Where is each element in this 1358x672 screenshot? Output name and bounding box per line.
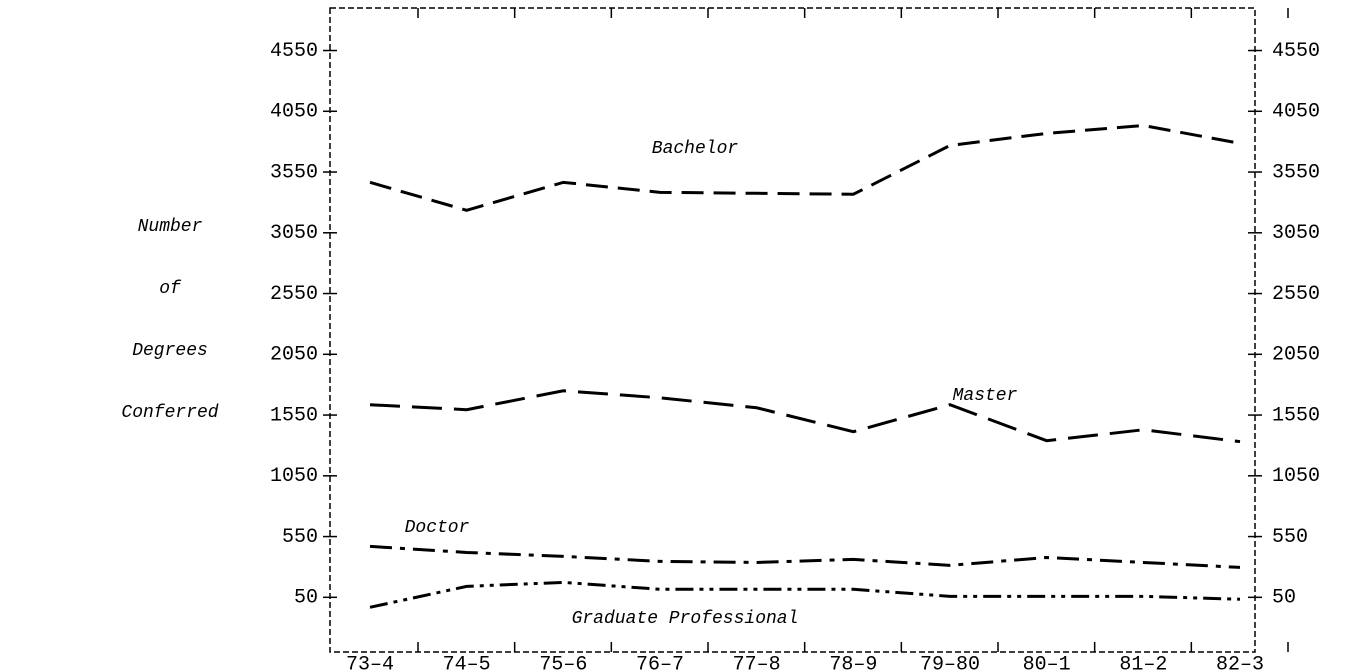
y-axis-label: Conferred [121, 403, 218, 423]
x-tick-label: 76–7 [636, 653, 684, 672]
y-tick-label: 50 [294, 587, 318, 610]
plot-frame [329, 7, 1256, 653]
series-line [369, 580, 1241, 609]
x-tick-label: 81–2 [1119, 653, 1167, 672]
y2-tick-label: 50 [1272, 587, 1296, 610]
series-line [369, 389, 1241, 444]
series-label: Master [953, 386, 1018, 406]
x-tick-label: 79–80 [920, 653, 980, 672]
y2-tick-label: 4050 [1272, 101, 1320, 124]
y-tick-label: 4550 [270, 40, 318, 63]
series-line [369, 123, 1241, 212]
y-tick-label: 1550 [270, 404, 318, 427]
y-axis-label: of [159, 279, 182, 299]
x-tick-label: 82–3 [1216, 653, 1264, 672]
x-tick-label: 73–4 [346, 653, 394, 672]
x-tick-label: 74–5 [443, 653, 491, 672]
y2-tick-label: 1550 [1272, 404, 1320, 427]
y-tick-label: 3550 [270, 161, 318, 184]
series-label: Bachelor [652, 139, 739, 159]
y2-tick-label: 3050 [1272, 222, 1320, 245]
series-label: Doctor [405, 518, 470, 538]
y-tick-label: 2550 [270, 283, 318, 306]
x-tick-label: 78–9 [829, 653, 877, 672]
series-label: Graduate Professional [572, 609, 799, 629]
x-tick-label: 77–8 [733, 653, 781, 672]
y2-tick-label: 4550 [1272, 40, 1320, 63]
y-tick-label: 550 [282, 526, 318, 549]
y-tick-label: 2050 [270, 344, 318, 367]
y-tick-label: 1050 [270, 465, 318, 488]
y-tick-label: 4050 [270, 101, 318, 124]
y2-tick-label: 2550 [1272, 283, 1320, 306]
y-tick-label: 3050 [270, 222, 318, 245]
x-tick-label: 80–1 [1023, 653, 1071, 672]
y-axis-label: Degrees [132, 341, 208, 361]
series-line [369, 544, 1241, 569]
y2-tick-label: 2050 [1272, 344, 1320, 367]
y2-tick-label: 3550 [1272, 161, 1320, 184]
x-tick-label: 75–6 [539, 653, 587, 672]
y2-tick-label: 1050 [1272, 465, 1320, 488]
y-axis-label: Number [138, 217, 203, 237]
y2-tick-label: 550 [1272, 526, 1308, 549]
